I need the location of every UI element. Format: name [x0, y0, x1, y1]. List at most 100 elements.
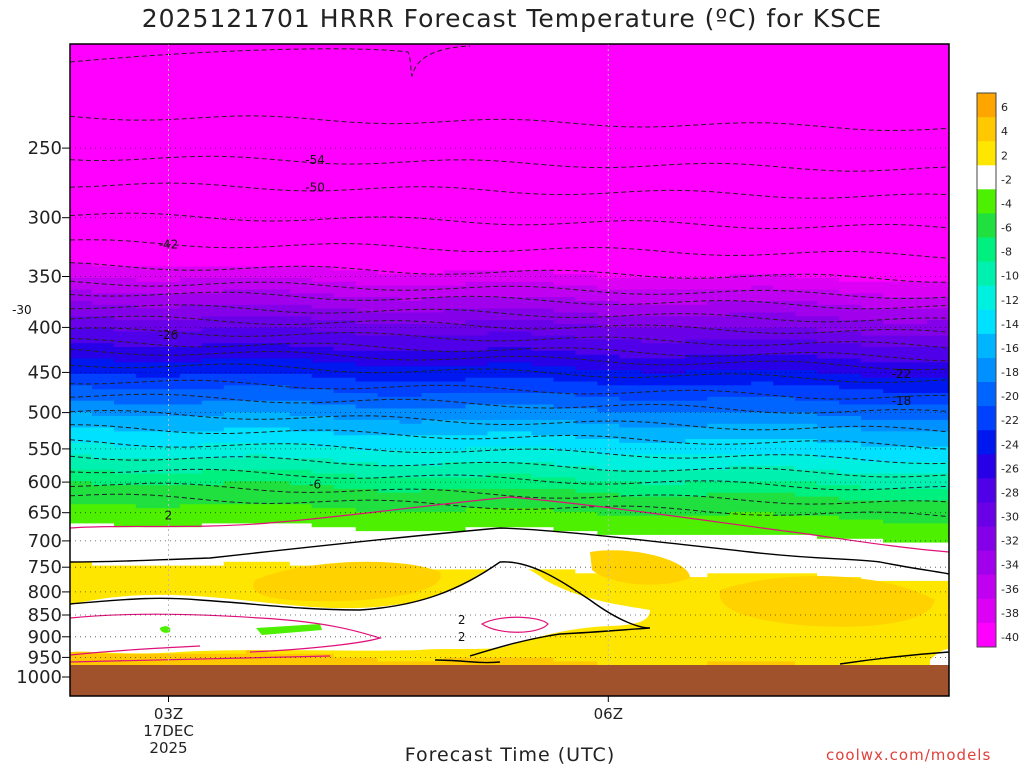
colorbar-swatch [977, 550, 996, 576]
isotherm-line [70, 155, 949, 172]
cold-pocket [256, 624, 322, 635]
isotherm-line [70, 212, 949, 230]
isotherm-0c-line [480, 616, 549, 633]
warm-pocket [253, 561, 441, 602]
colorbar-swatch [977, 454, 996, 479]
colorbar-swatch [977, 406, 996, 431]
isotherm-line [70, 315, 949, 334]
colorbar-swatch [977, 478, 996, 503]
cold-pocket [930, 649, 949, 666]
colorbar-tick-label: -36 [1001, 583, 1019, 596]
colorbar-swatch [977, 141, 996, 166]
y-tick-label: 450 [28, 362, 62, 383]
colorbar-tick-label: -38 [1001, 607, 1019, 620]
colorbar-frame [976, 92, 997, 648]
colorbar-swatch [977, 213, 996, 238]
y-tick-label: 850 [28, 605, 62, 626]
isotherm-line [70, 482, 949, 505]
isotherm-line [70, 327, 949, 349]
isotherm-line [70, 262, 949, 283]
colorbar-swatch [977, 502, 996, 528]
colorbar-tick-label: -12 [1001, 294, 1019, 307]
colorbar-swatch [977, 309, 996, 335]
isotherm-line [70, 304, 949, 323]
isotherm-line [70, 280, 949, 300]
y-axis-ticks: 2503003504004505005506006507007508008509… [16, 138, 70, 688]
contour-label: -18 [892, 394, 912, 408]
colorbar-tick-label: -34 [1001, 559, 1019, 572]
isotherm-2c-line [839, 651, 949, 665]
isotherm-2c-line [70, 527, 949, 575]
y-tick-label: 750 [28, 557, 62, 578]
colorbar: 6 4 2 -2 -4 -6 -8 -10 -12 -14 -16 -18 -20 -22 -24 -26 -2… [976, 92, 1019, 648]
contour-label: -26 [159, 328, 179, 342]
colorbar-swatch [977, 261, 996, 287]
y-tick-label: 800 [28, 582, 62, 603]
colorbar-swatch [977, 165, 996, 190]
colorbar-tick-label: -22 [1001, 414, 1019, 427]
contour-label: -54 [305, 153, 325, 167]
isotherm-line [70, 455, 949, 478]
colorbar-swatch [977, 598, 996, 624]
y-tick-label: 1000 [16, 667, 62, 688]
isotherm-line [70, 424, 949, 450]
x-axis-label: Forecast Time (UTC) [404, 744, 616, 766]
colorbar-swatch [977, 237, 996, 263]
colorbar-swatch [977, 93, 996, 118]
y-tick-label: 550 [28, 439, 62, 460]
colorbar-tick-label: -2 [1001, 173, 1012, 186]
y-tick-label: 600 [28, 472, 62, 493]
contour-label: 2 [458, 630, 466, 644]
colorbar-tick-label: -24 [1001, 438, 1019, 451]
isotherm-line [70, 393, 949, 414]
colorbar-tick-label: -28 [1001, 487, 1019, 500]
colorbar-tick-label: -32 [1001, 535, 1019, 548]
isotherm-line [70, 379, 949, 400]
colorbar-swatch [977, 333, 996, 359]
x-tick-label: 03Z [154, 705, 183, 723]
contour-label: -22 [892, 367, 912, 381]
contour-label: -42 [159, 238, 179, 252]
x-tick-label: 06Z [594, 705, 623, 723]
isotherm-line [70, 348, 949, 371]
colorbar-tick-label: -6 [1001, 222, 1012, 235]
contour-label: -30 [12, 303, 32, 317]
y-tick-label: 700 [28, 531, 62, 552]
y-tick-label: 500 [28, 403, 62, 424]
y-tick-label: 350 [28, 267, 62, 288]
isotherm-line [70, 468, 949, 491]
colorbar-tick-label: -26 [1001, 462, 1019, 475]
colorbar-swatch [977, 189, 996, 214]
isotherm-2c-line [70, 561, 651, 657]
colorbar-swatch [977, 574, 996, 600]
colorbar-tick-label: -40 [1001, 631, 1019, 644]
colorbar-swatch [977, 430, 996, 455]
isotherm-line [70, 363, 949, 383]
isotherm-line [70, 239, 949, 259]
colorbar-swatch [977, 622, 996, 648]
colorbar-tick-label: -8 [1001, 246, 1012, 259]
isotherm-line [70, 409, 949, 433]
isotherm-0c-line [70, 496, 949, 553]
isotherm-line [70, 115, 949, 132]
colorbar-tick-label: -10 [1001, 270, 1019, 283]
colorbar-tick-label: 2 [1001, 149, 1008, 162]
isotherm-contours [70, 45, 949, 665]
colorbar-swatch [977, 382, 996, 407]
isotherm-0c-line [70, 613, 383, 653]
isotherm-line [70, 439, 949, 465]
y-tick-label: 900 [28, 627, 62, 648]
isotherm-2c-line [434, 659, 501, 664]
credit-link[interactable]: coolwx.com/models [826, 746, 992, 764]
isotherm-line [70, 182, 949, 199]
colorbar-tick-label: -16 [1001, 342, 1019, 355]
colorbar-swatch [977, 358, 996, 383]
y-tick-label: 400 [28, 317, 62, 338]
colorbar-swatch [977, 117, 996, 142]
cold-pocket [160, 626, 171, 633]
ground-surface [70, 665, 949, 696]
y-tick-label: 650 [28, 503, 62, 524]
chart-title: 2025121701 HRRR Forecast Temperature (ºC… [141, 4, 883, 33]
y-tick-label: 250 [28, 138, 62, 159]
y-tick-label: 950 [28, 647, 62, 668]
